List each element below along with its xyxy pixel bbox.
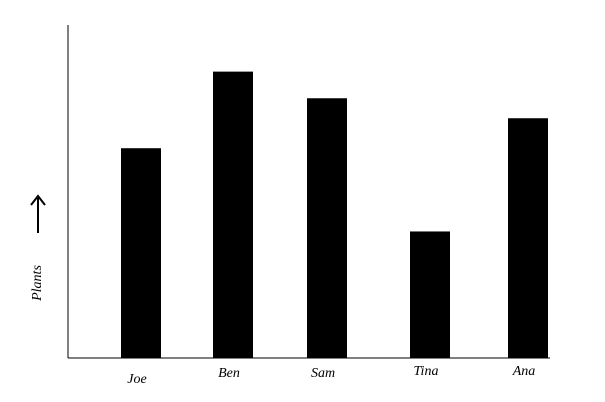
- bar: [121, 148, 161, 358]
- x-tick-label: Tina: [414, 364, 439, 379]
- bar: [508, 118, 548, 359]
- x-tick-label: Ana: [512, 364, 536, 379]
- y-axis-label: Plants: [30, 265, 45, 302]
- bar: [410, 231, 450, 358]
- x-tick-label: Joe: [127, 372, 146, 387]
- x-tick-label: Sam: [311, 366, 335, 381]
- up-arrow: [30, 194, 46, 233]
- bar: [213, 71, 253, 359]
- x-tick-label: Ben: [218, 366, 240, 381]
- bar: [307, 98, 347, 358]
- arrow-head: [30, 194, 46, 206]
